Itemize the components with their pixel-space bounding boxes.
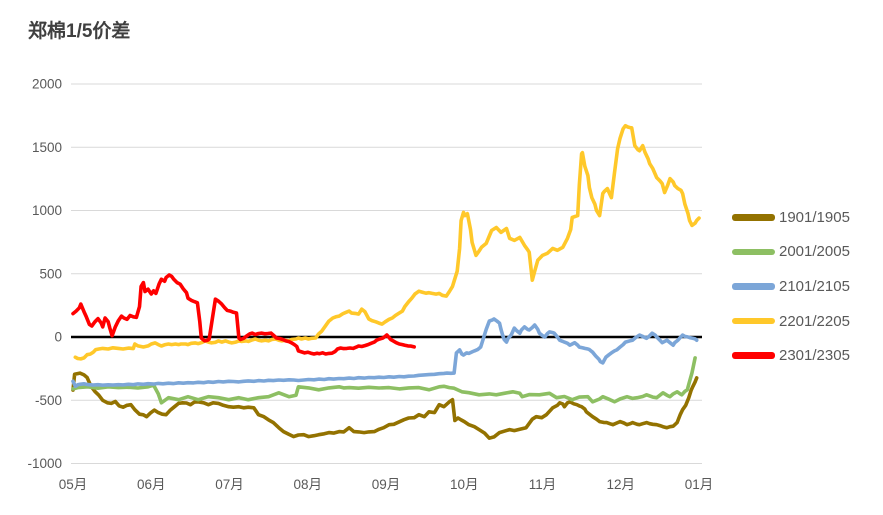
series-line-2201-2205 <box>73 123 701 361</box>
y-tick-label: 0 <box>54 330 62 345</box>
legend-label: 2201/2205 <box>779 312 850 330</box>
legend-swatch-icon <box>732 214 775 221</box>
x-tick-label: 11月 <box>529 477 557 492</box>
x-tick-label: 12月 <box>606 477 635 492</box>
legend-swatch-icon <box>732 352 775 359</box>
x-tick-label: 06月 <box>137 477 166 492</box>
series-line-2001-2005 <box>71 356 697 405</box>
legend-swatch-icon <box>732 248 775 256</box>
series-line-2301-2305 <box>71 273 417 356</box>
x-tick-label: 01月 <box>685 477 714 492</box>
legend-label: 1901/1905 <box>779 208 850 226</box>
y-tick-label: -1000 <box>27 456 62 471</box>
legend-label: 2001/2005 <box>779 243 850 261</box>
y-tick-label: 1000 <box>32 203 62 218</box>
legend-item-2101-2105: 2101/2105 <box>732 269 850 304</box>
legend-label: 2101/2105 <box>779 277 850 295</box>
legend-label: 2301/2305 <box>779 347 850 365</box>
chart-title: 郑棉1/5价差 <box>28 21 131 42</box>
chart-legend: 1901/1905 2001/2005 2101/2105 2201/2205 2301… <box>732 200 850 373</box>
y-tick-label: 1500 <box>32 140 62 155</box>
x-tick-label: 05月 <box>59 477 88 492</box>
legend-item-1901-1905: 1901/1905 <box>732 200 850 235</box>
x-tick-label: 10月 <box>450 477 479 492</box>
x-tick-label: 09月 <box>372 477 401 492</box>
y-tick-label: 500 <box>39 266 62 281</box>
x-tick-label: 08月 <box>293 477 322 492</box>
legend-item-2201-2205: 2201/2205 <box>732 304 850 339</box>
y-tick-label: 2000 <box>32 77 62 92</box>
x-tick-label: 07月 <box>215 477 244 492</box>
y-tick-label: -500 <box>35 393 62 408</box>
legend-swatch-icon <box>732 317 775 325</box>
legend-item-2001-2005: 2001/2005 <box>732 235 850 270</box>
series-line-1901-1905 <box>71 371 699 441</box>
legend-swatch-icon <box>732 283 775 290</box>
legend-item-2301-2305: 2301/2305 <box>732 338 850 373</box>
series-line-2101-2105 <box>71 317 699 389</box>
